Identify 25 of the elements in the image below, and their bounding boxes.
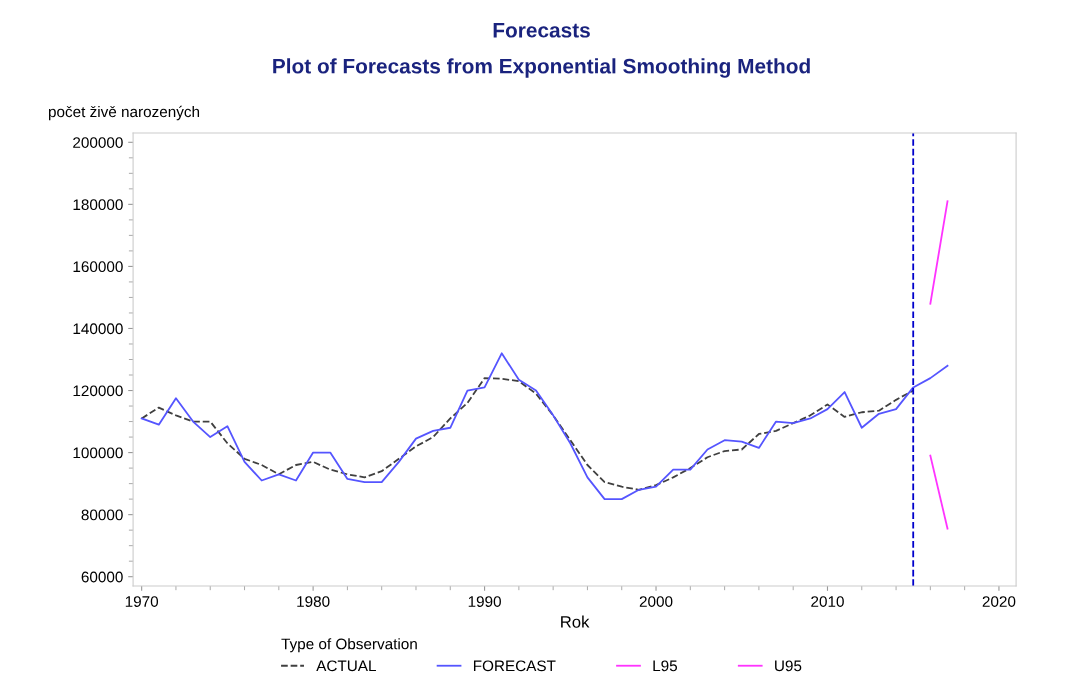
x-tick-label: 1970 xyxy=(125,596,159,607)
y-tick-label: 160000 xyxy=(73,261,123,273)
chart-title: Forecasts xyxy=(493,23,590,38)
y-tick-label: 120000 xyxy=(73,385,123,397)
y-axis-title: počet živě narozených xyxy=(48,105,200,121)
legend-label: FORECAST xyxy=(473,660,556,672)
legend-label: ACTUAL xyxy=(316,660,376,672)
x-tick-label: 1980 xyxy=(297,596,330,607)
y-tick-label: 60000 xyxy=(81,571,123,583)
x-tick-label: 2010 xyxy=(811,596,844,607)
chart-subtitle: Plot of Forecasts from Exponential Smoothing Method xyxy=(273,58,810,78)
x-tick-label: 2000 xyxy=(639,596,673,607)
x-tick-label: 1990 xyxy=(468,596,501,607)
y-tick-label: 180000 xyxy=(73,199,123,211)
legend-label: L95 xyxy=(653,660,678,672)
line-series xyxy=(140,377,915,491)
x-tick-label: 2020 xyxy=(982,596,1016,607)
y-tick-label: 100000 xyxy=(73,447,123,459)
legend-title: Type of Observation xyxy=(281,638,417,653)
y-tick-label: 200000 xyxy=(73,137,123,148)
legend-label: U95 xyxy=(775,660,802,672)
y-tick-label: 80000 xyxy=(81,509,123,521)
line-series xyxy=(140,352,949,501)
y-tick-label: 140000 xyxy=(73,323,123,335)
x-axis-title: Rok xyxy=(561,615,590,628)
